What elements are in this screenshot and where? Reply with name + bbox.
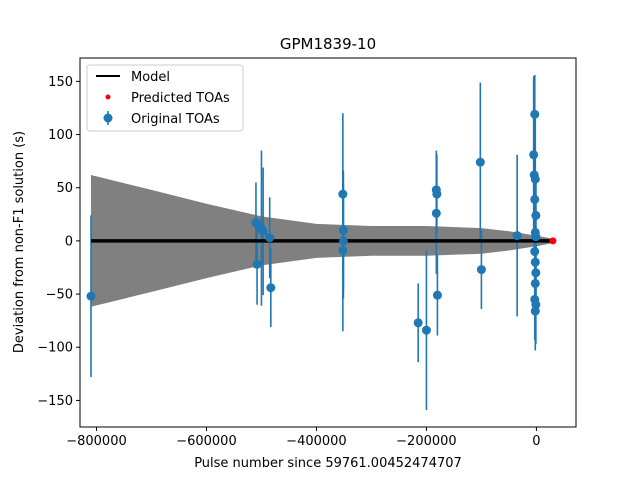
legend-original-label: Original TOAs [131,112,220,127]
original-toa-point [252,259,262,269]
y-tick-label: −50 [46,288,73,303]
original-toa-point [530,109,540,119]
y-tick-label: 0 [65,234,73,249]
legend-predicted-label: Predicted TOAs [131,91,230,106]
plot-frame [79,57,577,428]
original-toa-point [531,210,541,220]
legend: Model Predicted TOAs Original TOAs [86,64,244,132]
original-toa-point [530,278,540,288]
legend-original-swatch [103,113,113,123]
original-toa-point [432,189,442,199]
x-tick-label: −200000 [396,434,457,449]
y-tick-label: 100 [48,128,73,143]
original-toa-point [530,174,540,184]
plot-area [86,75,557,410]
original-toa-point [431,208,441,218]
original-toa-point [530,306,540,316]
original-toa-point [421,325,431,335]
x-tick-label: −600000 [176,434,237,449]
original-toa-point [531,268,541,278]
original-toa-point [86,291,96,301]
legend-predicted-swatch [105,94,111,100]
original-toa-point [338,189,348,199]
y-tick-label: −150 [37,394,73,409]
original-toa-point [530,194,540,204]
chart-title: GPM1839-10 [280,35,376,53]
y-tick-label: 50 [56,181,73,196]
original-toa-point [530,247,540,257]
legend-model-label: Model [131,70,170,85]
x-tick-label: −800000 [66,434,127,449]
y-tick-label: 150 [48,75,73,90]
axes: −800000 −600000 −400000 −200000 0 −150 −100 −50… [37,57,577,449]
original-toa-point [338,225,348,235]
y-tick-label: −100 [37,341,73,356]
original-toa-point [529,150,539,160]
original-toa-point [413,318,423,328]
original-toa-point [512,231,522,241]
original-toa-point [258,226,268,236]
original-toa-point [266,283,276,293]
x-tick-label: −400000 [286,434,347,449]
original-toa-point [476,265,486,275]
original-toa-point [338,236,348,246]
legend-box [86,64,244,132]
original-toa-point [265,233,275,243]
predicted-toa-point [549,237,557,245]
y-axis-label: Deviation from non-F1 solution (s) [12,131,27,353]
original-toa-point [475,157,485,167]
x-tick-label: 0 [532,434,540,449]
x-axis-label: Pulse number since 59761.00452474707 [194,456,462,471]
original-toa-point [432,290,442,300]
original-toa-point [531,232,541,242]
original-toa-point [338,245,348,255]
original-toa-point [530,257,540,267]
